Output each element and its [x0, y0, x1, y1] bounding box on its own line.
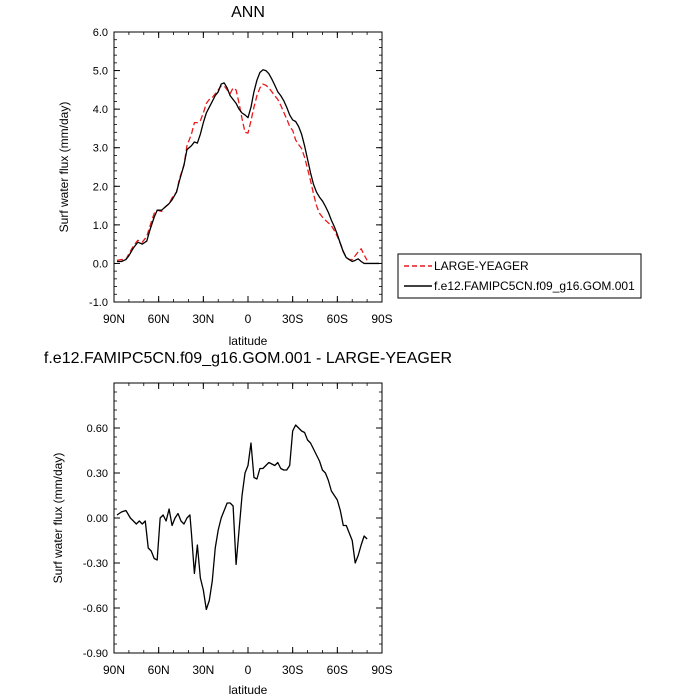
top-y-axis: -1.0 0.0 1.0 2.0 3.0 4.0 5.0 6.0 — [89, 27, 382, 309]
top-x-tick-label: 90N — [103, 312, 125, 326]
top-series-group — [116, 69, 380, 265]
top-x-tick-label: 60S — [327, 312, 348, 326]
bottom-y-axis-label: Surf water flux (mm/day) — [51, 453, 65, 584]
legend-label-famip: f.e12.FAMIPC5CN.f09_g16.GOM.001 — [434, 279, 635, 293]
bottom-y-axis: -0.90 -0.60 -0.30 0.00 0.30 0.60 — [83, 382, 382, 660]
top-y-tick-label: 6.0 — [93, 27, 108, 39]
bottom-x-tick-label: 0 — [245, 663, 252, 677]
legend-box — [397, 253, 642, 299]
bottom-series-line-0 — [116, 424, 368, 611]
top-x-tick-label: 30N — [192, 312, 214, 326]
bottom-y-tick-label: 0.00 — [87, 513, 108, 525]
top-y-tick-label: 1.0 — [93, 220, 108, 232]
bottom-x-tick-label: 90N — [103, 663, 125, 677]
top-x-tick-label: 60N — [148, 312, 170, 326]
bottom-chart-title: f.e12.FAMIPC5CN.f09_g16.GOM.001 - LARGE-… — [44, 350, 452, 367]
top-chart-title: ANN — [231, 4, 265, 21]
top-plot-frame — [113, 31, 383, 303]
bottom-y-tick-label: 0.60 — [87, 423, 108, 435]
bottom-x-axis-label: latitude — [229, 683, 268, 697]
bottom-x-axis: 90N 60N 30N 0 30S 60S 90S — [103, 383, 393, 677]
top-y-tick-label: 2.0 — [93, 181, 108, 193]
top-y-tick-label: 0.0 — [93, 258, 108, 270]
top-series-line-1 — [116, 69, 380, 265]
bottom-x-tick-label: 60N — [148, 663, 170, 677]
top-series-line-0 — [116, 83, 368, 261]
bottom-x-tick-label: 30N — [192, 663, 214, 677]
bottom-y-tick-label: -0.90 — [83, 648, 108, 660]
top-x-tick-label: 90S — [371, 312, 392, 326]
top-x-tick-label: 0 — [245, 312, 252, 326]
top-y-tick-label: 4.0 — [93, 104, 108, 116]
legend-label-large-yeager: LARGE-YEAGER — [434, 259, 529, 273]
bottom-series-group — [116, 424, 368, 611]
bottom-y-tick-label: -0.30 — [83, 558, 108, 570]
top-y-axis-label: Surf water flux (mm/day) — [57, 102, 71, 233]
bottom-y-tick-label: 0.30 — [87, 468, 108, 480]
top-y-tick-label: -1.0 — [89, 297, 108, 309]
bottom-x-tick-label: 30S — [282, 663, 303, 677]
legend: LARGE-YEAGER f.e12.FAMIPC5CN.f09_g16.GOM… — [397, 253, 642, 299]
top-panel: ANN -1.0 0.0 1.0 2.0 3.0 4.0 5.0 6.0 90N 60N 30N 0… — [57, 4, 642, 348]
top-x-tick-label: 30S — [282, 312, 303, 326]
top-x-axis: 90N 60N 30N 0 30S 60S 90S — [103, 32, 393, 326]
bottom-y-tick-label: -0.60 — [83, 603, 108, 615]
top-y-tick-label: 5.0 — [93, 66, 108, 78]
bottom-x-tick-label: 60S — [327, 663, 348, 677]
top-x-axis-label: latitude — [229, 334, 268, 348]
bottom-panel: f.e12.FAMIPC5CN.f09_g16.GOM.001 - LARGE-… — [44, 350, 452, 697]
top-y-tick-label: 3.0 — [93, 143, 108, 155]
bottom-x-tick-label: 90S — [371, 663, 392, 677]
